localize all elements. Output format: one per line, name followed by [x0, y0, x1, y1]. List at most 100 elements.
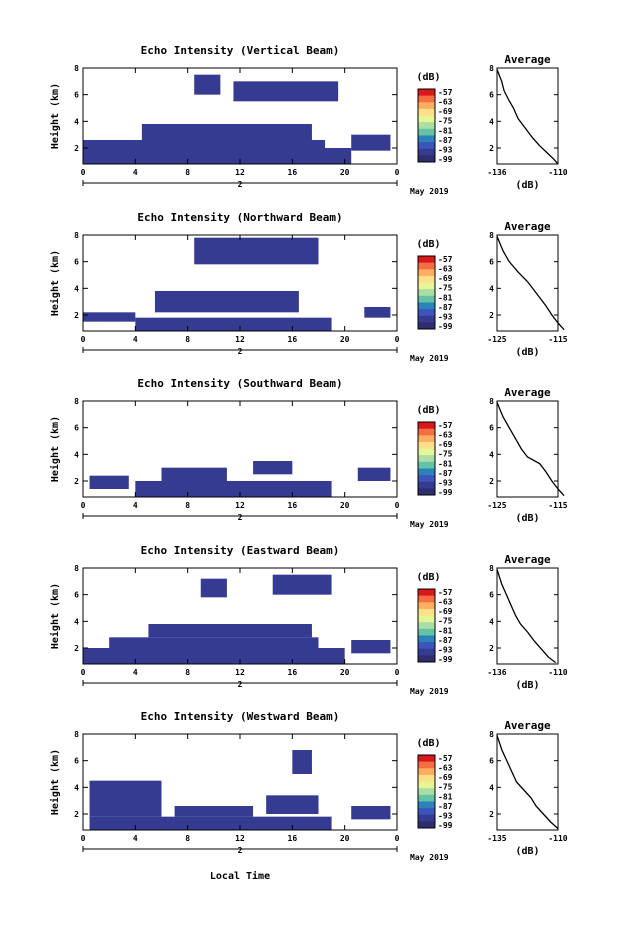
colorbar-label: -87: [438, 802, 453, 811]
colorbar-frame: [417, 255, 436, 330]
colorbar-label: -93: [438, 645, 453, 654]
x-tick-label: 8: [185, 168, 190, 177]
colorbar-label: -81: [438, 459, 453, 468]
average-y-tick-label: 6: [489, 424, 494, 433]
colorbar-segment: [418, 814, 435, 822]
echo-block: [351, 640, 391, 654]
colorbar-segment: [418, 422, 435, 430]
y-tick-label: 6: [74, 757, 79, 766]
colorbar-segment: [418, 295, 435, 303]
colorbar-label: -69: [438, 107, 453, 116]
average-y-tick-label: 4: [489, 117, 494, 126]
x-tick-label: 0: [81, 168, 86, 177]
x-tick-label: 12: [235, 501, 245, 510]
average-y-tick-label: 8: [489, 64, 494, 73]
x-tick-label: 4: [133, 501, 138, 510]
average-y-tick-label: 8: [489, 397, 494, 406]
colorbar-segment: [418, 808, 435, 816]
date-label: May 2019: [410, 187, 449, 196]
x-tick-label: 4: [133, 168, 138, 177]
colorbar-segment: [418, 774, 435, 783]
y-axis-label: Height (km): [49, 83, 61, 149]
echo-block: [253, 461, 293, 475]
colorbar-segment: [418, 282, 435, 290]
colorbar-label: -57: [438, 754, 453, 763]
colorbar-label: -93: [438, 145, 453, 154]
echo-block: [83, 648, 345, 664]
colorbar-segment: [418, 768, 435, 776]
colorbar-label: -75: [438, 783, 453, 792]
y-tick-label: 6: [74, 91, 79, 100]
colorbar-label: -63: [438, 98, 453, 107]
colorbar-segment: [418, 461, 435, 469]
echo-block: [364, 307, 391, 318]
echo-block: [135, 317, 332, 331]
average-x-tick-label: -125: [487, 501, 506, 510]
day-marker: 2: [238, 513, 243, 522]
colorbar-label: -81: [438, 293, 453, 302]
panel-3: Echo Intensity (Southward Beam)0 4 8 12 16 20…: [49, 377, 568, 529]
echo-block: [148, 624, 312, 638]
colorbar-segment: [418, 89, 435, 97]
colorbar-label: -99: [438, 821, 453, 830]
colorbar-frame: [417, 88, 436, 163]
colorbar-label: -87: [438, 469, 453, 478]
colorbar-segment: [418, 108, 435, 117]
average-y-tick-label: 6: [489, 91, 494, 100]
colorbar-segment: [418, 309, 435, 317]
y-tick-label: 4: [74, 450, 79, 459]
average-x-tick-label: -110: [548, 668, 567, 677]
colorbar-segment: [418, 102, 435, 110]
x-tick-label: 0: [81, 335, 86, 344]
y-tick-label: 8: [74, 64, 79, 73]
colorbar-segment: [418, 481, 435, 489]
date-label: May 2019: [410, 853, 449, 862]
average-y-tick-label: 2: [489, 477, 494, 486]
y-tick-label: 4: [74, 617, 79, 626]
x-axis-label: Local Time: [210, 870, 270, 882]
x-tick-label: 4: [133, 834, 138, 843]
average-y-tick-label: 2: [489, 810, 494, 819]
colorbar-segment: [418, 135, 435, 143]
average-y-tick-label: 8: [489, 730, 494, 739]
average-y-tick-label: 4: [489, 617, 494, 626]
average-x-tick-label: -115: [548, 335, 567, 344]
panel-1: Echo Intensity (Vertical Beam) 0 4 8 12 16 20 0…: [49, 44, 568, 196]
colorbar-label: -69: [438, 773, 453, 782]
colorbar-label: -93: [438, 811, 453, 820]
x-tick-label: 12: [235, 668, 245, 677]
colorbar-segment: [418, 622, 435, 630]
average-x-tick-label: -110: [548, 834, 567, 843]
colorbar-unit: (dB): [416, 72, 440, 83]
colorbar-label: -87: [438, 303, 453, 312]
day-marker: 2: [238, 347, 243, 356]
colorbar-segment: [418, 761, 435, 769]
average-profile-line: [496, 402, 565, 497]
colorbar-unit: (dB): [416, 572, 440, 583]
x-tick-label: 0: [395, 168, 400, 177]
echo-block: [83, 140, 326, 148]
y-axis-label: Height (km): [49, 416, 61, 482]
y-tick-label: 6: [74, 591, 79, 600]
average-frame: [496, 234, 559, 332]
x-tick-label: 20: [340, 668, 350, 677]
average-title: Average: [504, 386, 551, 399]
average-frame: [496, 733, 559, 831]
y-axis-label: Height (km): [49, 250, 61, 316]
colorbar-label: -75: [438, 284, 453, 293]
colorbar-label: -63: [438, 764, 453, 773]
colorbar-segment: [418, 642, 435, 650]
colorbar-label: -75: [438, 617, 453, 626]
average-y-tick-label: 8: [489, 231, 494, 240]
colorbar-segment: [418, 801, 435, 809]
average-title: Average: [504, 719, 551, 732]
average-y-tick-label: 8: [489, 564, 494, 573]
average-x-label: (dB): [515, 846, 539, 857]
echo-block: [292, 750, 312, 774]
echo-block: [109, 637, 319, 648]
average-y-tick-label: 6: [489, 591, 494, 600]
x-tick-label: 12: [235, 335, 245, 344]
colorbar-label: -87: [438, 636, 453, 645]
y-tick-label: 8: [74, 231, 79, 240]
